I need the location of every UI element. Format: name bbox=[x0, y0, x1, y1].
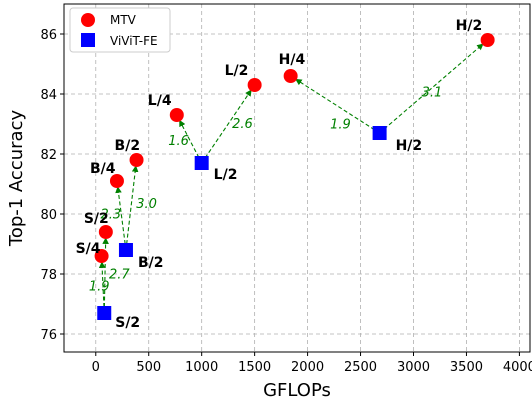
mtv-point bbox=[247, 78, 262, 92]
y-axis-title: Top-1 Accuracy bbox=[6, 110, 27, 248]
legend-label-mtv: MTV bbox=[110, 13, 137, 27]
vivit-fe-point bbox=[118, 243, 133, 257]
y-tick-label: 82 bbox=[40, 148, 57, 163]
point-labels: S/4 S/2 B/4 B/2 L/4 L/2 H/4 H/2 S/2 B/2 L/2 H/2 bbox=[76, 18, 483, 331]
vivit-fe-point-label: B/2 bbox=[138, 255, 164, 271]
speedup-label: 3.0 bbox=[136, 197, 157, 212]
legend-marker-vivit-fe bbox=[81, 33, 95, 47]
vivit-fe-point bbox=[194, 156, 209, 170]
mtv-point-label: S/2 bbox=[84, 211, 109, 227]
speedup-label: 2.3 bbox=[100, 208, 121, 223]
x-tick-label: 0 bbox=[92, 360, 100, 375]
speedup-label: 2.6 bbox=[232, 117, 253, 132]
mtv-point-label: B/4 bbox=[90, 161, 116, 177]
vivit-fe-point bbox=[372, 126, 387, 140]
arrows: 1.92.72.33.01.62.6 1.93.1 bbox=[89, 43, 484, 308]
vivit-fe-point-label: S/2 bbox=[115, 315, 140, 331]
x-tick-label: 4000 bbox=[503, 360, 532, 375]
speedup-label: 1.9 bbox=[89, 280, 110, 295]
speedup-arrow bbox=[98, 261, 106, 308]
x-tick-label: 3500 bbox=[450, 360, 483, 375]
mtv-point bbox=[94, 249, 109, 263]
speedup-label: 2.7 bbox=[109, 268, 130, 283]
speedup-arrow bbox=[179, 119, 200, 158]
mtv-point-label: H/2 bbox=[456, 18, 483, 34]
legend: MTV ViViT-FE bbox=[69, 7, 171, 53]
speedup-arrow bbox=[102, 237, 109, 308]
y-tick-label: 80 bbox=[40, 208, 57, 223]
speedup-label: 3.1 bbox=[422, 86, 443, 101]
mtv-point-label: B/2 bbox=[115, 138, 141, 154]
mtv-point bbox=[98, 225, 113, 239]
x-tick-label: 1000 bbox=[185, 360, 218, 375]
vivit-fe-point-label: H/2 bbox=[396, 138, 423, 154]
axis-ticks: 0 500 1000 1500 2000 2500 3000 3500 4000 76 78 80 82… bbox=[40, 28, 532, 375]
mtv-point bbox=[283, 69, 298, 83]
x-tick-label: 500 bbox=[136, 360, 161, 375]
speedup-label: 1.6 bbox=[168, 134, 189, 149]
mtv-point-label: L/2 bbox=[225, 63, 249, 79]
speedup-label: 1.9 bbox=[330, 118, 351, 133]
legend-label-vivit-fe: ViViT-FE bbox=[110, 34, 158, 48]
legend-marker-mtv bbox=[81, 13, 95, 27]
mtv-point bbox=[169, 108, 184, 122]
mtv-point bbox=[109, 174, 124, 188]
vivit-fe-point-label: L/2 bbox=[214, 167, 238, 183]
speedup-arrow bbox=[126, 165, 139, 245]
data-points bbox=[94, 33, 495, 320]
mtv-point-label: H/4 bbox=[279, 52, 306, 68]
x-tick-label: 2000 bbox=[291, 360, 324, 375]
x-tick-label: 3000 bbox=[397, 360, 430, 375]
y-tick-label: 86 bbox=[40, 28, 57, 43]
x-axis-title: GFLOPs bbox=[263, 380, 331, 401]
vivit-fe-point bbox=[97, 306, 112, 320]
speedup-arrow bbox=[295, 78, 375, 131]
speedup-arrow bbox=[115, 186, 126, 245]
speedup-arrow bbox=[204, 89, 252, 159]
mtv-point bbox=[480, 33, 495, 47]
mtv-point-label: S/4 bbox=[76, 241, 101, 257]
y-tick-label: 76 bbox=[40, 328, 57, 343]
mtv-point bbox=[129, 153, 144, 167]
speedup-arrow bbox=[383, 43, 484, 130]
y-tick-label: 78 bbox=[40, 268, 57, 283]
y-tick-label: 84 bbox=[40, 88, 57, 103]
mtv-point-label: L/4 bbox=[148, 93, 172, 109]
x-tick-label: 2500 bbox=[344, 360, 377, 375]
x-tick-label: 1500 bbox=[238, 360, 271, 375]
plot-frame bbox=[63, 3, 531, 353]
